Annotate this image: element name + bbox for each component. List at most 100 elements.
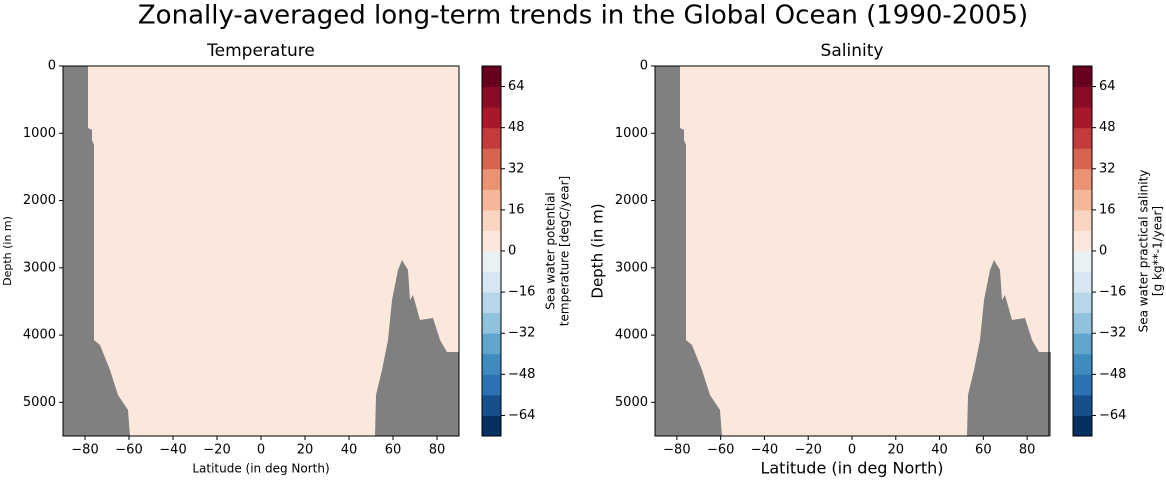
panel-title: Temperature <box>206 41 315 61</box>
colorbar-band <box>482 168 501 190</box>
colorbar-band <box>482 251 501 273</box>
y-axis-label: Depth (in m) <box>1 216 14 286</box>
colorbar-band <box>482 86 501 108</box>
colorbar-band <box>1073 230 1092 252</box>
x-tick-label: 60 <box>975 443 992 458</box>
colorbar-band <box>482 415 501 437</box>
colorbar-tick-label: −64 <box>508 408 535 423</box>
x-tick-label: 40 <box>341 443 358 458</box>
y-tick-label: 0 <box>640 59 648 74</box>
colorbar-tick-label: −16 <box>508 285 535 300</box>
x-tick-label: 80 <box>429 443 446 458</box>
colorbar-label: Sea water potential <box>544 192 558 310</box>
colorbar-band <box>482 394 501 416</box>
colorbar-band <box>1073 66 1092 88</box>
y-tick-label: 2000 <box>23 193 56 208</box>
land <box>655 66 722 436</box>
colorbar-band <box>1073 127 1092 149</box>
colorbar-band <box>482 374 501 396</box>
colorbar-tick-label: 64 <box>1099 79 1116 94</box>
panel-title: Salinity <box>821 41 884 61</box>
land-mask <box>63 66 459 436</box>
colorbar-band <box>482 333 501 355</box>
colorbar-band <box>1073 209 1092 231</box>
x-tick-label: 20 <box>888 443 905 458</box>
colorbar-band <box>1073 271 1092 293</box>
colorbar-tick-label: 0 <box>508 244 516 259</box>
colorbar-label: temperature [degC/year] <box>558 176 572 326</box>
colorbar-band <box>1073 312 1092 334</box>
colorbar-band <box>482 230 501 252</box>
colorbar-band <box>482 312 501 334</box>
colorbar-band <box>1073 107 1092 129</box>
colorbar-label: [g kg**-1/year] <box>1151 206 1165 296</box>
x-tick-label: −80 <box>663 443 690 458</box>
x-tick-label: 20 <box>297 443 314 458</box>
x-tick-label: −60 <box>115 443 142 458</box>
y-tick-label: 5000 <box>23 395 56 410</box>
colorbar-band <box>1073 333 1092 355</box>
colorbar-band <box>1073 86 1092 108</box>
colorbar-tick-label: −32 <box>1099 326 1126 341</box>
colorbar-tick-label: −32 <box>508 326 535 341</box>
colorbar-band <box>482 107 501 129</box>
colorbar-tick-label: 64 <box>508 79 525 94</box>
colorbar-band <box>1073 415 1092 437</box>
colorbar-tick-label: 32 <box>508 161 525 176</box>
y-tick-label: 3000 <box>23 260 56 275</box>
x-tick-label: −40 <box>159 443 186 458</box>
colorbar-band <box>1073 189 1092 211</box>
y-tick-label: 1000 <box>615 126 648 141</box>
colorbar-band <box>482 209 501 231</box>
y-tick-label: 2000 <box>615 193 648 208</box>
land <box>63 66 130 436</box>
colorbar-band <box>482 292 501 314</box>
colorbar-band <box>1073 374 1092 396</box>
colorbar-band <box>482 66 501 88</box>
x-tick-label: 40 <box>931 443 948 458</box>
y-tick-label: 0 <box>48 59 56 74</box>
colorbar-tick-label: 16 <box>1099 202 1116 217</box>
figure-title: Zonally-averaged long-term trends in the… <box>138 1 1028 31</box>
colorbar-band <box>1073 168 1092 190</box>
y-tick-label: 4000 <box>23 328 56 343</box>
y-tick-label: 3000 <box>615 260 648 275</box>
colorbar-band <box>482 127 501 149</box>
x-tick-label: 0 <box>257 443 265 458</box>
colorbar-band <box>1073 148 1092 170</box>
colorbar-band <box>482 189 501 211</box>
x-tick-label: 60 <box>385 443 402 458</box>
y-axis-label: Depth (in m) <box>589 203 607 298</box>
colorbar-band <box>482 148 501 170</box>
colorbar-tick-label: 48 <box>508 120 525 135</box>
land <box>967 260 1051 436</box>
x-axis-label: Latitude (in deg North) <box>760 459 943 478</box>
y-tick-label: 1000 <box>23 126 56 141</box>
x-tick-label: −80 <box>71 443 98 458</box>
colorbar-label: Sea water practical salinity <box>1137 170 1151 333</box>
colorbar-band <box>1073 353 1092 375</box>
x-tick-label: −60 <box>707 443 734 458</box>
colorbar-tick-label: −48 <box>508 367 535 382</box>
colorbar-band <box>1073 394 1092 416</box>
colorbar-tick-label: −48 <box>1099 367 1126 382</box>
land-mask <box>655 66 1051 436</box>
x-tick-label: 0 <box>848 443 856 458</box>
colorbar-tick-label: −16 <box>1099 285 1126 300</box>
colorbar-tick-label: −64 <box>1099 408 1126 423</box>
land <box>375 260 459 436</box>
x-tick-label: −40 <box>751 443 778 458</box>
colorbar-band <box>1073 251 1092 273</box>
y-tick-label: 4000 <box>615 328 648 343</box>
colorbar-band <box>482 353 501 375</box>
y-tick-label: 5000 <box>615 395 648 410</box>
colorbar-band <box>1073 292 1092 314</box>
x-tick-label: 80 <box>1019 443 1036 458</box>
colorbar-tick-label: 16 <box>508 202 525 217</box>
colorbar-tick-label: 32 <box>1099 161 1116 176</box>
colorbar-band <box>482 271 501 293</box>
x-tick-label: −20 <box>795 443 822 458</box>
x-axis-label: Latitude (in deg North) <box>192 462 329 476</box>
colorbar-tick-label: 0 <box>1099 244 1107 259</box>
